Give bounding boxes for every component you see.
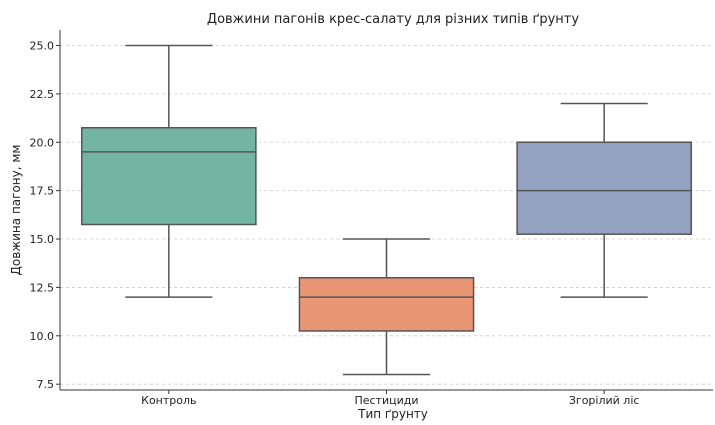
box-group (298, 238, 475, 376)
box-group (516, 102, 692, 298)
y-tick-label: 17.5 (30, 185, 55, 198)
box-iqr (81, 126, 257, 226)
boxes (81, 44, 692, 376)
y-tick-label: 7.5 (37, 378, 55, 391)
y-tick-label: 20.0 (30, 136, 55, 149)
y-tick-label: 10.0 (30, 330, 55, 343)
y-tick-label: 25.0 (30, 39, 55, 52)
box-iqr (516, 141, 692, 235)
x-axis-label: Тип ґрунту (357, 407, 428, 421)
y-axis-label: Довжина пагону, мм (9, 145, 23, 276)
box-group (81, 44, 257, 298)
y-tick-label: 12.5 (30, 281, 55, 294)
x-ticks: Контроль Пестициди Згорілий ліс (141, 390, 639, 407)
x-tick-label: Згорілий ліс (569, 394, 640, 407)
y-ticks: 7.5 10.0 12.5 15.0 17.5 20.0 22.5 25.0 (30, 39, 60, 391)
box-iqr (298, 276, 475, 332)
y-tick-label: 15.0 (30, 233, 55, 246)
chart-title: Довжини пагонів крес-салату для різних т… (207, 12, 579, 27)
y-tick-label: 22.5 (30, 88, 55, 101)
x-tick-label: Контроль (141, 394, 196, 407)
x-tick-label: Пестициди (354, 394, 418, 407)
